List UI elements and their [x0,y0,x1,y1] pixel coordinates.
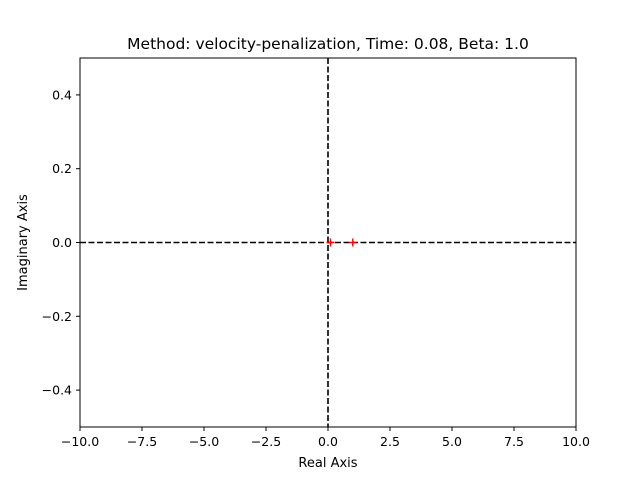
x-tick-label: 0.0 [318,434,338,449]
pole-marker [348,238,357,247]
x-axis-label: Real Axis [298,456,357,471]
y-tick-label: −0.2 [42,309,72,324]
x-tick-label: −5.0 [189,434,219,449]
x-tick-label: 5.0 [442,434,462,449]
x-tick-label: −10.0 [61,434,99,449]
y-tick-label: 0.4 [52,87,72,102]
chart-title: Method: velocity-penalization, Time: 0.0… [127,35,529,53]
x-tick-label: 2.5 [380,434,400,449]
x-tick-label: 10.0 [562,434,590,449]
y-tick-label: 0.0 [52,235,72,250]
x-tick-label: −2.5 [251,434,281,449]
x-tick-label: −7.5 [127,434,157,449]
y-tick-label: −0.4 [42,383,72,398]
pole-marker [326,238,335,247]
y-tick-label: 0.2 [52,161,72,176]
x-tick-label: 7.5 [504,434,524,449]
y-axis-label: Imaginary Axis [16,194,31,291]
axes-frame [79,57,577,428]
